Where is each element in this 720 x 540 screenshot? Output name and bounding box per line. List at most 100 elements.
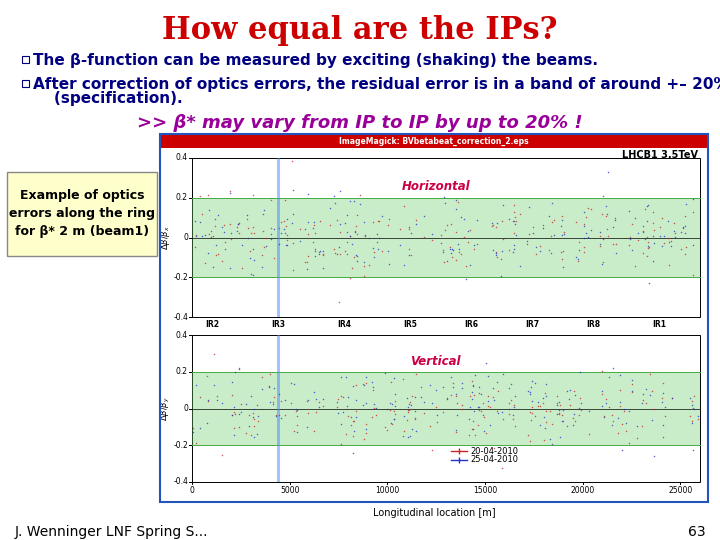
Point bbox=[234, 423, 246, 431]
Point bbox=[188, 428, 199, 437]
Point bbox=[271, 411, 282, 420]
Point bbox=[555, 222, 567, 231]
Point bbox=[359, 232, 371, 240]
Point bbox=[469, 370, 481, 379]
Point bbox=[546, 419, 558, 428]
Point bbox=[524, 388, 536, 396]
Point bbox=[557, 215, 568, 224]
Point bbox=[473, 403, 485, 412]
Point bbox=[660, 411, 671, 420]
Point bbox=[387, 420, 398, 428]
Point bbox=[317, 401, 328, 410]
Point bbox=[188, 424, 199, 433]
Point bbox=[309, 252, 320, 260]
Point bbox=[348, 197, 359, 205]
Point bbox=[632, 228, 644, 237]
Point bbox=[508, 241, 520, 249]
Point bbox=[189, 242, 201, 251]
Point bbox=[359, 262, 370, 271]
Point bbox=[426, 399, 438, 407]
Point bbox=[528, 228, 539, 237]
Point bbox=[233, 409, 245, 418]
Point bbox=[626, 380, 638, 389]
Point bbox=[624, 241, 635, 249]
Text: Longitudinal location [m]: Longitudinal location [m] bbox=[373, 508, 495, 518]
Point bbox=[267, 399, 279, 408]
Text: IR4: IR4 bbox=[338, 320, 351, 329]
Point bbox=[639, 205, 651, 213]
Point bbox=[302, 252, 314, 260]
Point bbox=[309, 246, 320, 255]
Point bbox=[247, 244, 258, 253]
Point bbox=[611, 248, 622, 257]
Point bbox=[220, 244, 231, 253]
Point bbox=[521, 240, 533, 248]
Point bbox=[313, 250, 325, 259]
Point bbox=[210, 222, 221, 231]
Point bbox=[426, 230, 438, 239]
Point bbox=[654, 232, 666, 241]
Point bbox=[526, 409, 538, 417]
Point bbox=[348, 417, 360, 426]
Point bbox=[310, 395, 322, 403]
Point bbox=[253, 411, 264, 420]
Point bbox=[596, 390, 608, 399]
Point bbox=[387, 399, 398, 408]
Point bbox=[351, 211, 363, 219]
Point bbox=[256, 262, 268, 271]
Point bbox=[468, 390, 480, 399]
Point bbox=[324, 220, 336, 229]
Bar bbox=[192, 158, 700, 317]
Point bbox=[680, 243, 691, 252]
Point bbox=[462, 227, 474, 235]
Point bbox=[656, 393, 667, 402]
Point bbox=[644, 242, 655, 251]
Point bbox=[273, 224, 284, 232]
Point bbox=[514, 210, 526, 219]
Point bbox=[609, 215, 621, 224]
Point bbox=[212, 249, 224, 258]
Point bbox=[572, 257, 584, 266]
Point bbox=[480, 429, 492, 437]
Point bbox=[236, 264, 248, 272]
Point bbox=[467, 388, 478, 396]
Point bbox=[484, 403, 495, 411]
Point bbox=[656, 242, 667, 251]
Point bbox=[596, 259, 608, 268]
Point bbox=[342, 412, 354, 421]
Point bbox=[294, 237, 305, 246]
Point bbox=[514, 261, 526, 270]
Point bbox=[359, 435, 370, 443]
Text: 25000: 25000 bbox=[668, 486, 693, 495]
Point bbox=[687, 404, 698, 413]
Point bbox=[642, 233, 653, 241]
Point bbox=[659, 232, 670, 240]
Point bbox=[464, 261, 475, 269]
Point bbox=[371, 237, 382, 246]
Point bbox=[398, 261, 410, 270]
Point bbox=[467, 382, 478, 390]
Point bbox=[377, 247, 388, 255]
Point bbox=[545, 232, 557, 240]
Point bbox=[539, 389, 551, 397]
Point bbox=[616, 420, 628, 429]
Point bbox=[675, 245, 687, 254]
Text: 25-04-2010: 25-04-2010 bbox=[470, 456, 518, 464]
Point bbox=[687, 446, 698, 454]
Point bbox=[662, 217, 674, 225]
Point bbox=[463, 430, 474, 439]
Text: -0.2: -0.2 bbox=[174, 441, 188, 450]
Point bbox=[625, 232, 636, 241]
Point bbox=[688, 271, 699, 279]
Text: 0: 0 bbox=[189, 486, 194, 495]
Point bbox=[570, 253, 582, 262]
Point bbox=[308, 218, 320, 227]
Point bbox=[354, 199, 366, 208]
Point bbox=[613, 429, 624, 437]
Text: 0.4: 0.4 bbox=[176, 153, 188, 163]
Point bbox=[310, 408, 322, 416]
Point bbox=[679, 212, 690, 220]
Point bbox=[482, 396, 493, 405]
Point bbox=[385, 377, 397, 386]
Point bbox=[624, 207, 635, 215]
